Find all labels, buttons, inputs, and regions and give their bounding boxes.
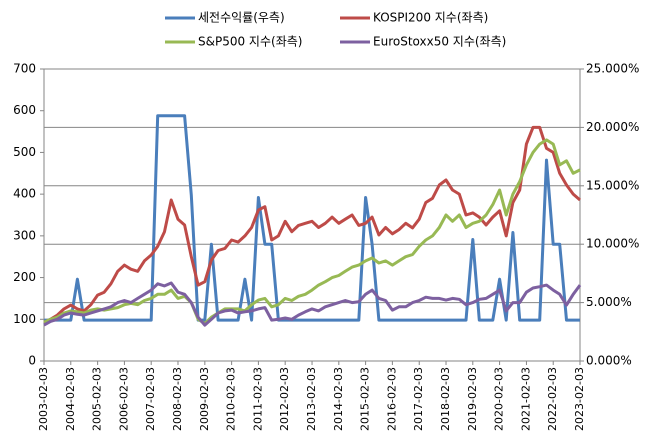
- x-tick-label: 2020-02-03: [493, 367, 506, 431]
- legend-label: 세전수익률(우측): [198, 11, 285, 25]
- x-tick-label: 2005-02-03: [91, 367, 104, 431]
- y2-tick-label: 5.000%: [586, 295, 632, 309]
- series-line: [44, 114, 580, 322]
- series-line: [43, 125, 581, 324]
- x-tick-label: 2008-02-03: [171, 367, 184, 431]
- x-tick-label: 2021-02-03: [519, 367, 532, 431]
- x-tick-label: 2007-02-03: [144, 367, 157, 431]
- x-tick-label: 2004-02-03: [64, 367, 77, 431]
- series-line: [43, 281, 582, 327]
- x-tick-label: 2003-02-03: [37, 367, 50, 431]
- legend-label: KOSPI200 지수(좌측): [373, 11, 488, 25]
- y2-tick-label: 0.000%: [586, 354, 632, 368]
- legend-label: EuroStoxx50 지수(좌측): [373, 35, 506, 49]
- y2-tick-label: 25.000%: [586, 62, 639, 76]
- y-tick-label: 300: [13, 228, 36, 242]
- y-tick-label: 500: [13, 145, 36, 159]
- x-tick-label: 2006-02-03: [117, 367, 130, 431]
- x-tick-label: 2015-02-03: [359, 367, 372, 431]
- y-tick-label: 0: [28, 354, 36, 368]
- y-tick-label: 400: [13, 187, 36, 201]
- y2-tick-label: 15.000%: [586, 178, 639, 192]
- x-tick-label: 2019-02-03: [466, 367, 479, 431]
- x-tick-label: 2023-02-03: [573, 367, 586, 431]
- series-line: [43, 138, 581, 325]
- y-tick-label: 600: [13, 103, 36, 117]
- x-tick-label: 2016-02-03: [385, 367, 398, 431]
- x-tick-label: 2009-02-03: [198, 367, 211, 431]
- y2-tick-label: 20.000%: [586, 120, 639, 134]
- y-tick-label: 100: [13, 312, 36, 326]
- x-tick-label: 2017-02-03: [412, 367, 425, 431]
- legend-label: S&P500 지수(좌측): [198, 35, 302, 49]
- x-tick-label: 2014-02-03: [332, 367, 345, 431]
- x-tick-label: 2011-02-03: [251, 367, 264, 431]
- y-tick-label: 700: [13, 62, 36, 76]
- x-tick-label: 2010-02-03: [225, 367, 238, 431]
- x-tick-label: 2012-02-03: [278, 367, 291, 431]
- x-tick-label: 2018-02-03: [439, 367, 452, 431]
- y-tick-label: 200: [13, 270, 36, 284]
- x-tick-label: 2022-02-03: [546, 367, 559, 431]
- x-tick-label: 2013-02-03: [305, 367, 318, 431]
- y2-tick-label: 10.000%: [586, 237, 639, 251]
